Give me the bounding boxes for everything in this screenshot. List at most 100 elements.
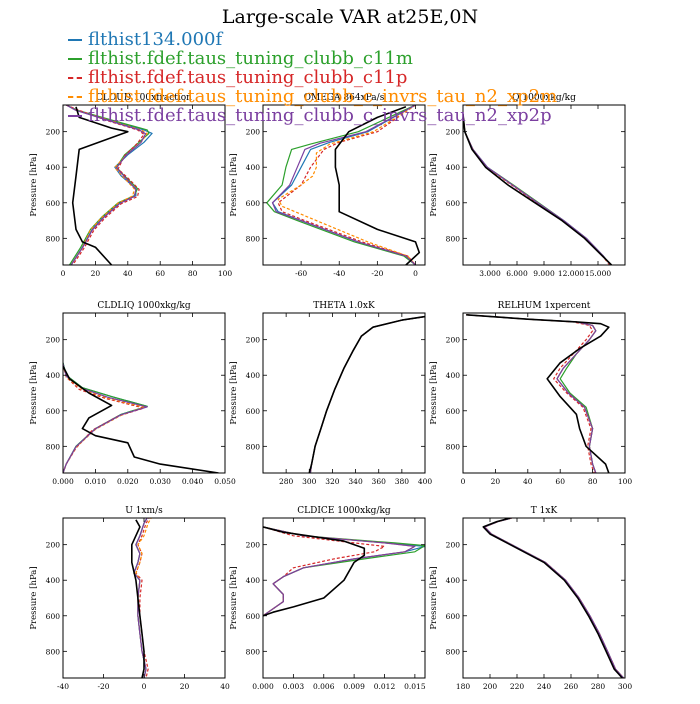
panel-2: OMEGA 864xPa/s -60 -40 -20 0 200 400 600 800 Pres… <box>229 93 426 278</box>
legend-swatch <box>68 39 82 41</box>
x-tick-label: 220 <box>510 682 525 691</box>
y-tick-label: 600 <box>46 199 61 208</box>
series-line <box>466 314 597 473</box>
y-tick-label: 200 <box>246 128 261 137</box>
plot-frame <box>262 517 426 679</box>
panel-title: T 1xK <box>531 506 558 516</box>
x-tick-label: 100 <box>218 269 233 278</box>
series-group <box>466 314 610 473</box>
x-tick-label: 0 <box>461 477 466 486</box>
y-axis-label: Pressure [hPa] <box>29 153 39 216</box>
x-tick-label: 12.000 <box>558 269 584 278</box>
x-tick-label: 280 <box>591 682 606 691</box>
y-tick-label: 400 <box>446 163 461 172</box>
y-tick-label: 600 <box>46 612 61 621</box>
x-tick-label: 0.040 <box>182 477 204 486</box>
legend-label: flthist.fdef.taus_tuning_clubb_c_invrs_t… <box>88 105 552 126</box>
y-tick-label: 800 <box>246 234 261 243</box>
x-tick-label: 180 <box>456 682 471 691</box>
x-tick-label: -40 <box>57 682 69 691</box>
legend-label: flthist.fdef.taus_tuning_clubb_c_invrs_t… <box>88 86 558 107</box>
series-line <box>65 105 148 265</box>
series-group <box>463 113 613 265</box>
series-line <box>309 316 425 473</box>
plot-frame <box>462 517 626 679</box>
y-axis-label: Pressure [hPa] <box>29 566 39 629</box>
series-group <box>263 526 425 617</box>
series-line <box>263 526 425 617</box>
legend-swatch <box>68 58 82 60</box>
panel-9: T 1xK 180 200 220 240 260 280 300 200 400 600 800 Pr… <box>429 506 632 691</box>
x-tick-label: 300 <box>618 682 633 691</box>
panel-7: U 1xm/s -40 -20 0 20 40 200 400 600 800 Pressure [… <box>29 506 230 691</box>
y-tick-label: 200 <box>446 128 461 137</box>
x-tick-label: 80 <box>588 477 598 486</box>
y-tick-label: 600 <box>446 199 461 208</box>
y-tick-label: 400 <box>46 163 61 172</box>
series-group <box>266 105 421 265</box>
y-tick-label: 600 <box>246 407 261 416</box>
legend-item: flthist.fdef.taus_tuning_clubb_c_invrs_t… <box>68 106 557 125</box>
series-line <box>135 518 150 678</box>
x-tick-label: 15.000 <box>585 269 611 278</box>
y-tick-label: 200 <box>46 128 61 137</box>
x-tick-label: 320 <box>325 477 340 486</box>
y-tick-label: 800 <box>46 442 61 451</box>
panel-title: U 1xm/s <box>125 506 163 516</box>
plot-frame <box>62 104 226 266</box>
x-tick-label: 20 <box>491 477 501 486</box>
series-line <box>466 314 597 473</box>
series-line <box>131 519 145 678</box>
series-line <box>263 526 425 617</box>
series-line <box>466 314 597 473</box>
y-tick-label: 200 <box>46 336 61 345</box>
x-tick-label: 0.015 <box>404 682 426 691</box>
series-line <box>309 316 425 473</box>
y-tick-label: 600 <box>446 407 461 416</box>
y-tick-label: 600 <box>46 407 61 416</box>
panel-title: THETA 1.0xK <box>313 301 375 311</box>
x-tick-label: 80 <box>188 269 198 278</box>
y-tick-label: 200 <box>246 541 261 550</box>
x-tick-label: 0.050 <box>214 477 236 486</box>
panel-title: RELHUM 1xpercent <box>498 301 591 311</box>
series-line <box>263 526 366 617</box>
panel-4: CLDLIQ 1000xkg/kg 0.000 0.010 0.020 0.030 0.0… <box>29 301 236 486</box>
x-tick-label: -20 <box>97 682 109 691</box>
panel-title: OMEGA 864xPa/s <box>304 93 385 103</box>
legend-item: flthist.fdef.taus_tuning_clubb_c11m <box>68 49 557 68</box>
y-tick-label: 200 <box>446 336 461 345</box>
x-tick-label: 0.030 <box>149 477 171 486</box>
series-line <box>63 364 145 473</box>
y-tick-label: 400 <box>446 576 461 585</box>
panel-title: CLOUD 100xfraction <box>96 93 192 103</box>
x-tick-label: -20 <box>371 269 383 278</box>
series-line <box>308 315 425 473</box>
x-tick-label: 340 <box>348 477 363 486</box>
x-tick-label: 20 <box>180 682 190 691</box>
series-line <box>266 105 416 265</box>
y-tick-label: 800 <box>446 234 461 243</box>
y-tick-label: 800 <box>446 647 461 656</box>
panel-title: Q 1000xkg/kg <box>512 93 576 103</box>
x-tick-label: 40 <box>220 682 230 691</box>
legend-label: flthist134.000f <box>88 29 223 50</box>
series-line <box>71 106 129 265</box>
x-tick-label: 0.012 <box>374 682 396 691</box>
plot-frame <box>62 312 226 474</box>
y-tick-label: 400 <box>246 163 261 172</box>
x-tick-label: 0.010 <box>85 477 107 486</box>
x-tick-label: 0.003 <box>283 682 305 691</box>
series-line <box>309 316 425 473</box>
y-axis-label: Pressure [hPa] <box>229 153 239 216</box>
x-tick-label: 100 <box>618 477 633 486</box>
legend-item: flthist.fdef.taus_tuning_clubb_c11p <box>68 68 557 87</box>
panel-1: CLOUD 100xfraction 0 20 40 60 80 100 200 400 600 8… <box>29 93 232 278</box>
series-line <box>309 316 425 473</box>
x-tick-label: 0.020 <box>117 477 139 486</box>
series-line <box>271 105 416 265</box>
series-line <box>466 314 610 473</box>
x-tick-label: 0.000 <box>252 682 274 691</box>
y-axis-label: Pressure [hPa] <box>429 361 439 424</box>
